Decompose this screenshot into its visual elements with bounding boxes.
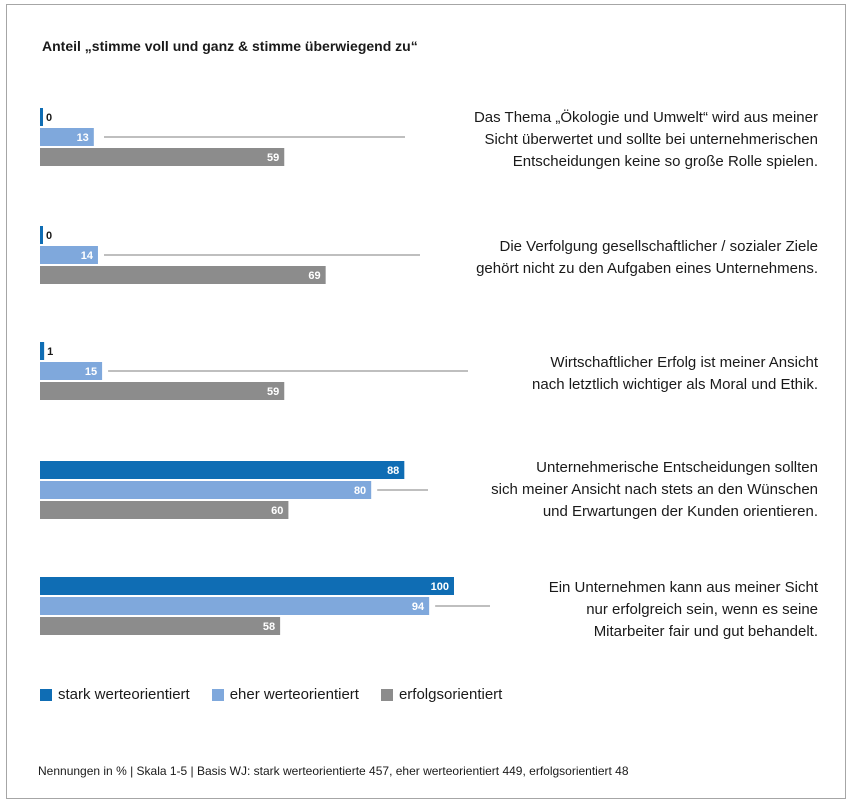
question-4-line-2: sich meiner Ansicht nach stets an den Wü… — [491, 481, 818, 498]
bar-label-erfolg-2: 69 — [308, 270, 320, 282]
bar-label-eher-5: 94 — [412, 601, 425, 613]
bar-chart: 0 13 59 0 14 69 1 15 59 88 80 60 100 94 58 — [40, 108, 490, 635]
legend-swatch-stark — [40, 688, 52, 701]
legend: stark werteorientiert eher werteorientie… — [40, 686, 502, 703]
bar-eher-3 — [40, 362, 103, 380]
legend-item-eher: eher werteorientiert — [211, 686, 359, 703]
bar-stark-4 — [40, 461, 405, 479]
bar-stark-5 — [40, 577, 454, 595]
question-2: Die Verfolgung gesellschaftlicher / sozi… — [338, 236, 818, 280]
legend-swatch-erfolg — [380, 688, 393, 701]
question-1-line-2: Sicht überwertet und sollte bei unterneh… — [484, 131, 818, 148]
question-5: Ein Unternehmen kann aus meiner Sicht nu… — [338, 577, 818, 643]
bar-label-eher-4: 80 — [354, 485, 366, 497]
bar-stark-3 — [40, 342, 45, 360]
bar-eher-4 — [40, 481, 372, 499]
question-4: Unternehmerische Entscheidungen sollten … — [338, 457, 818, 523]
footnote: Nennungen in % | Skala 1-5 | Basis WJ: s… — [38, 764, 629, 778]
question-4-line-3: und Erwartungen der Kunden orientieren. — [542, 503, 818, 520]
bar-erfolg-5 — [40, 617, 281, 635]
question-5-line-3: Mitarbeiter fair und gut behandelt. — [593, 623, 818, 640]
legend-swatch-eher — [211, 688, 224, 701]
bar-erfolg-1 — [40, 148, 285, 166]
bar-label-stark-5: 100 — [431, 581, 449, 593]
bar-eher-1 — [40, 128, 94, 146]
question-3: Wirtschaftlicher Erfolg ist meiner Ansic… — [338, 352, 818, 396]
bar-label-stark-4: 88 — [387, 465, 399, 477]
question-5-line-1: Ein Unternehmen kann aus meiner Sicht — [548, 579, 818, 596]
question-1: Das Thema „Ökologie und Umwelt“ wird aus… — [338, 107, 818, 173]
bar-erfolg-3 — [40, 382, 285, 400]
bar-label-erfolg-4: 60 — [271, 505, 283, 517]
bar-label-stark-2: 0 — [46, 230, 52, 242]
bar-label-stark-1: 0 — [46, 112, 52, 124]
bar-label-eher-2: 14 — [81, 250, 94, 262]
bar-erfolg-4 — [40, 501, 289, 519]
question-1-line-3: Entscheidungen keine so große Rolle spie… — [512, 153, 818, 170]
bar-eher-2 — [40, 246, 98, 264]
bar-label-erfolg-3: 59 — [267, 386, 279, 398]
bar-label-eher-1: 13 — [77, 132, 89, 144]
bar-label-eher-3: 15 — [85, 366, 97, 378]
bar-label-erfolg-1: 59 — [267, 152, 279, 164]
legend-item-erfolg: erfolgsorientiert — [380, 686, 503, 703]
legend-label-eher: eher werteorientiert — [229, 686, 359, 703]
question-1-line-1: Das Thema „Ökologie und Umwelt“ wird aus… — [473, 109, 818, 126]
legend-label-erfolg: erfolgsorientiert — [398, 686, 503, 703]
question-4-line-1: Unternehmerische Entscheidungen sollten — [536, 459, 818, 476]
bar-stark-2 — [40, 226, 43, 244]
question-2-line-2: gehört nicht zu den Aufgaben eines Unter… — [476, 260, 818, 277]
question-3-line-2: nach letztlich wichtiger als Moral und E… — [532, 376, 818, 393]
chart-title: Anteil „stimme voll und ganz & stimme üb… — [42, 38, 418, 54]
legend-label-stark: stark werteorientiert — [58, 686, 190, 703]
bar-label-stark-3: 1 — [47, 346, 53, 358]
question-2-line-1: Die Verfolgung gesellschaftlicher / sozi… — [499, 238, 819, 255]
bar-label-erfolg-5: 58 — [263, 621, 275, 633]
bar-erfolg-2 — [40, 266, 326, 284]
legend-item-stark: stark werteorientiert — [40, 686, 190, 703]
question-5-line-2: nur erfolgreich sein, wenn es seine — [586, 601, 818, 618]
bar-stark-1 — [40, 108, 43, 126]
question-3-line-1: Wirtschaftlicher Erfolg ist meiner Ansic… — [550, 354, 818, 371]
bar-eher-5 — [40, 597, 430, 615]
